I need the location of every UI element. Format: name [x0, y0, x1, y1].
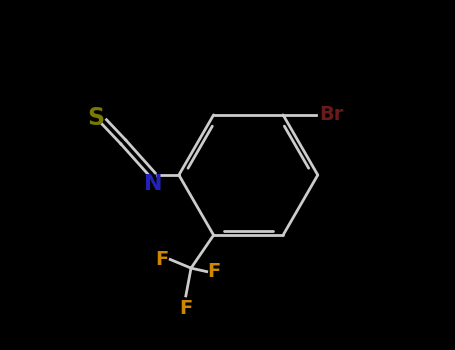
Text: S: S: [87, 106, 104, 131]
Text: F: F: [155, 250, 168, 269]
Text: F: F: [179, 299, 192, 317]
Text: N: N: [144, 174, 162, 194]
Text: Br: Br: [319, 105, 344, 124]
Text: F: F: [207, 262, 220, 281]
